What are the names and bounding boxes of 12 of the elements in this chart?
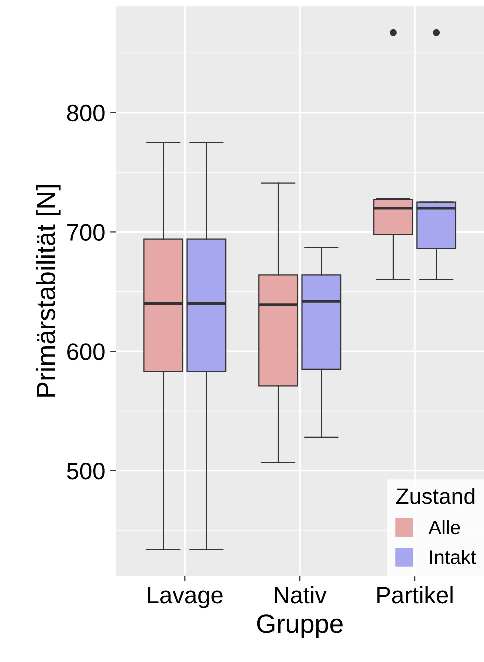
legend-label: Intakt [430,550,476,564]
y-tick-label: 500 [67,462,105,480]
x-axis-title: Gruppe [257,614,343,639]
x-tick-label: Nativ [275,586,327,604]
legend-title: Zustand [396,488,475,504]
y-tick-label: 800 [67,104,105,122]
y-tick-label: 700 [68,224,105,241]
y-axis-title: Primärstabilität [N] [36,185,61,397]
x-tick-label: Partikel [378,586,453,604]
x-tick-label: Lavage [148,587,223,608]
legend-label: Alle [428,520,460,535]
y-tick-label: 600 [68,344,105,360]
